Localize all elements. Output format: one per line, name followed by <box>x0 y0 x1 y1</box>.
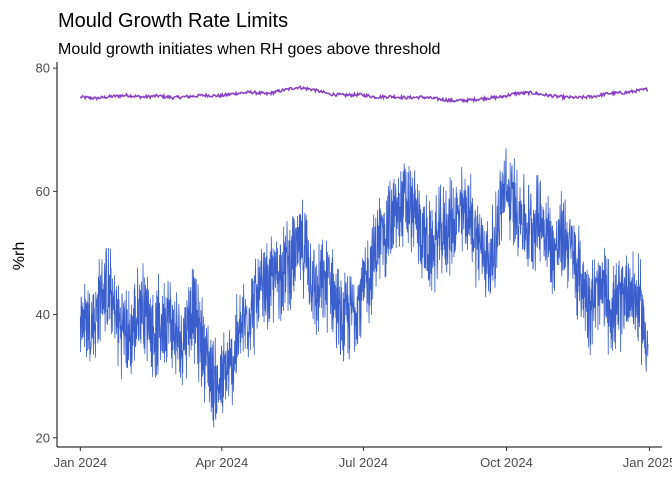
x-tick-label: Jul 2024 <box>339 455 388 470</box>
series-line-1 <box>79 148 649 428</box>
chart-title: Mould Growth Rate Limits <box>58 10 288 32</box>
x-tick-label: Jan 2024 <box>54 455 108 470</box>
y-axis-title: %rh <box>11 242 28 270</box>
x-axis: Jan 2024 Apr 2024 Jul 2024 Oct 2024 Jan 2025 <box>54 447 672 470</box>
x-tick-label: Jan 2025 <box>623 455 672 470</box>
chart-subtitle: Mould growth initiates when RH goes abov… <box>58 41 440 58</box>
x-tick-label: Apr 2024 <box>195 455 248 470</box>
x-tick-label: Oct 2024 <box>480 455 533 470</box>
series-line-0 <box>79 85 649 104</box>
y-tick-label: 80 <box>36 61 50 76</box>
y-tick-label: 60 <box>36 184 50 199</box>
y-tick-label: 40 <box>36 307 50 322</box>
y-tick-label: 20 <box>36 430 50 445</box>
y-axis: 20 40 60 80 <box>36 61 57 445</box>
plot-area <box>79 85 649 428</box>
